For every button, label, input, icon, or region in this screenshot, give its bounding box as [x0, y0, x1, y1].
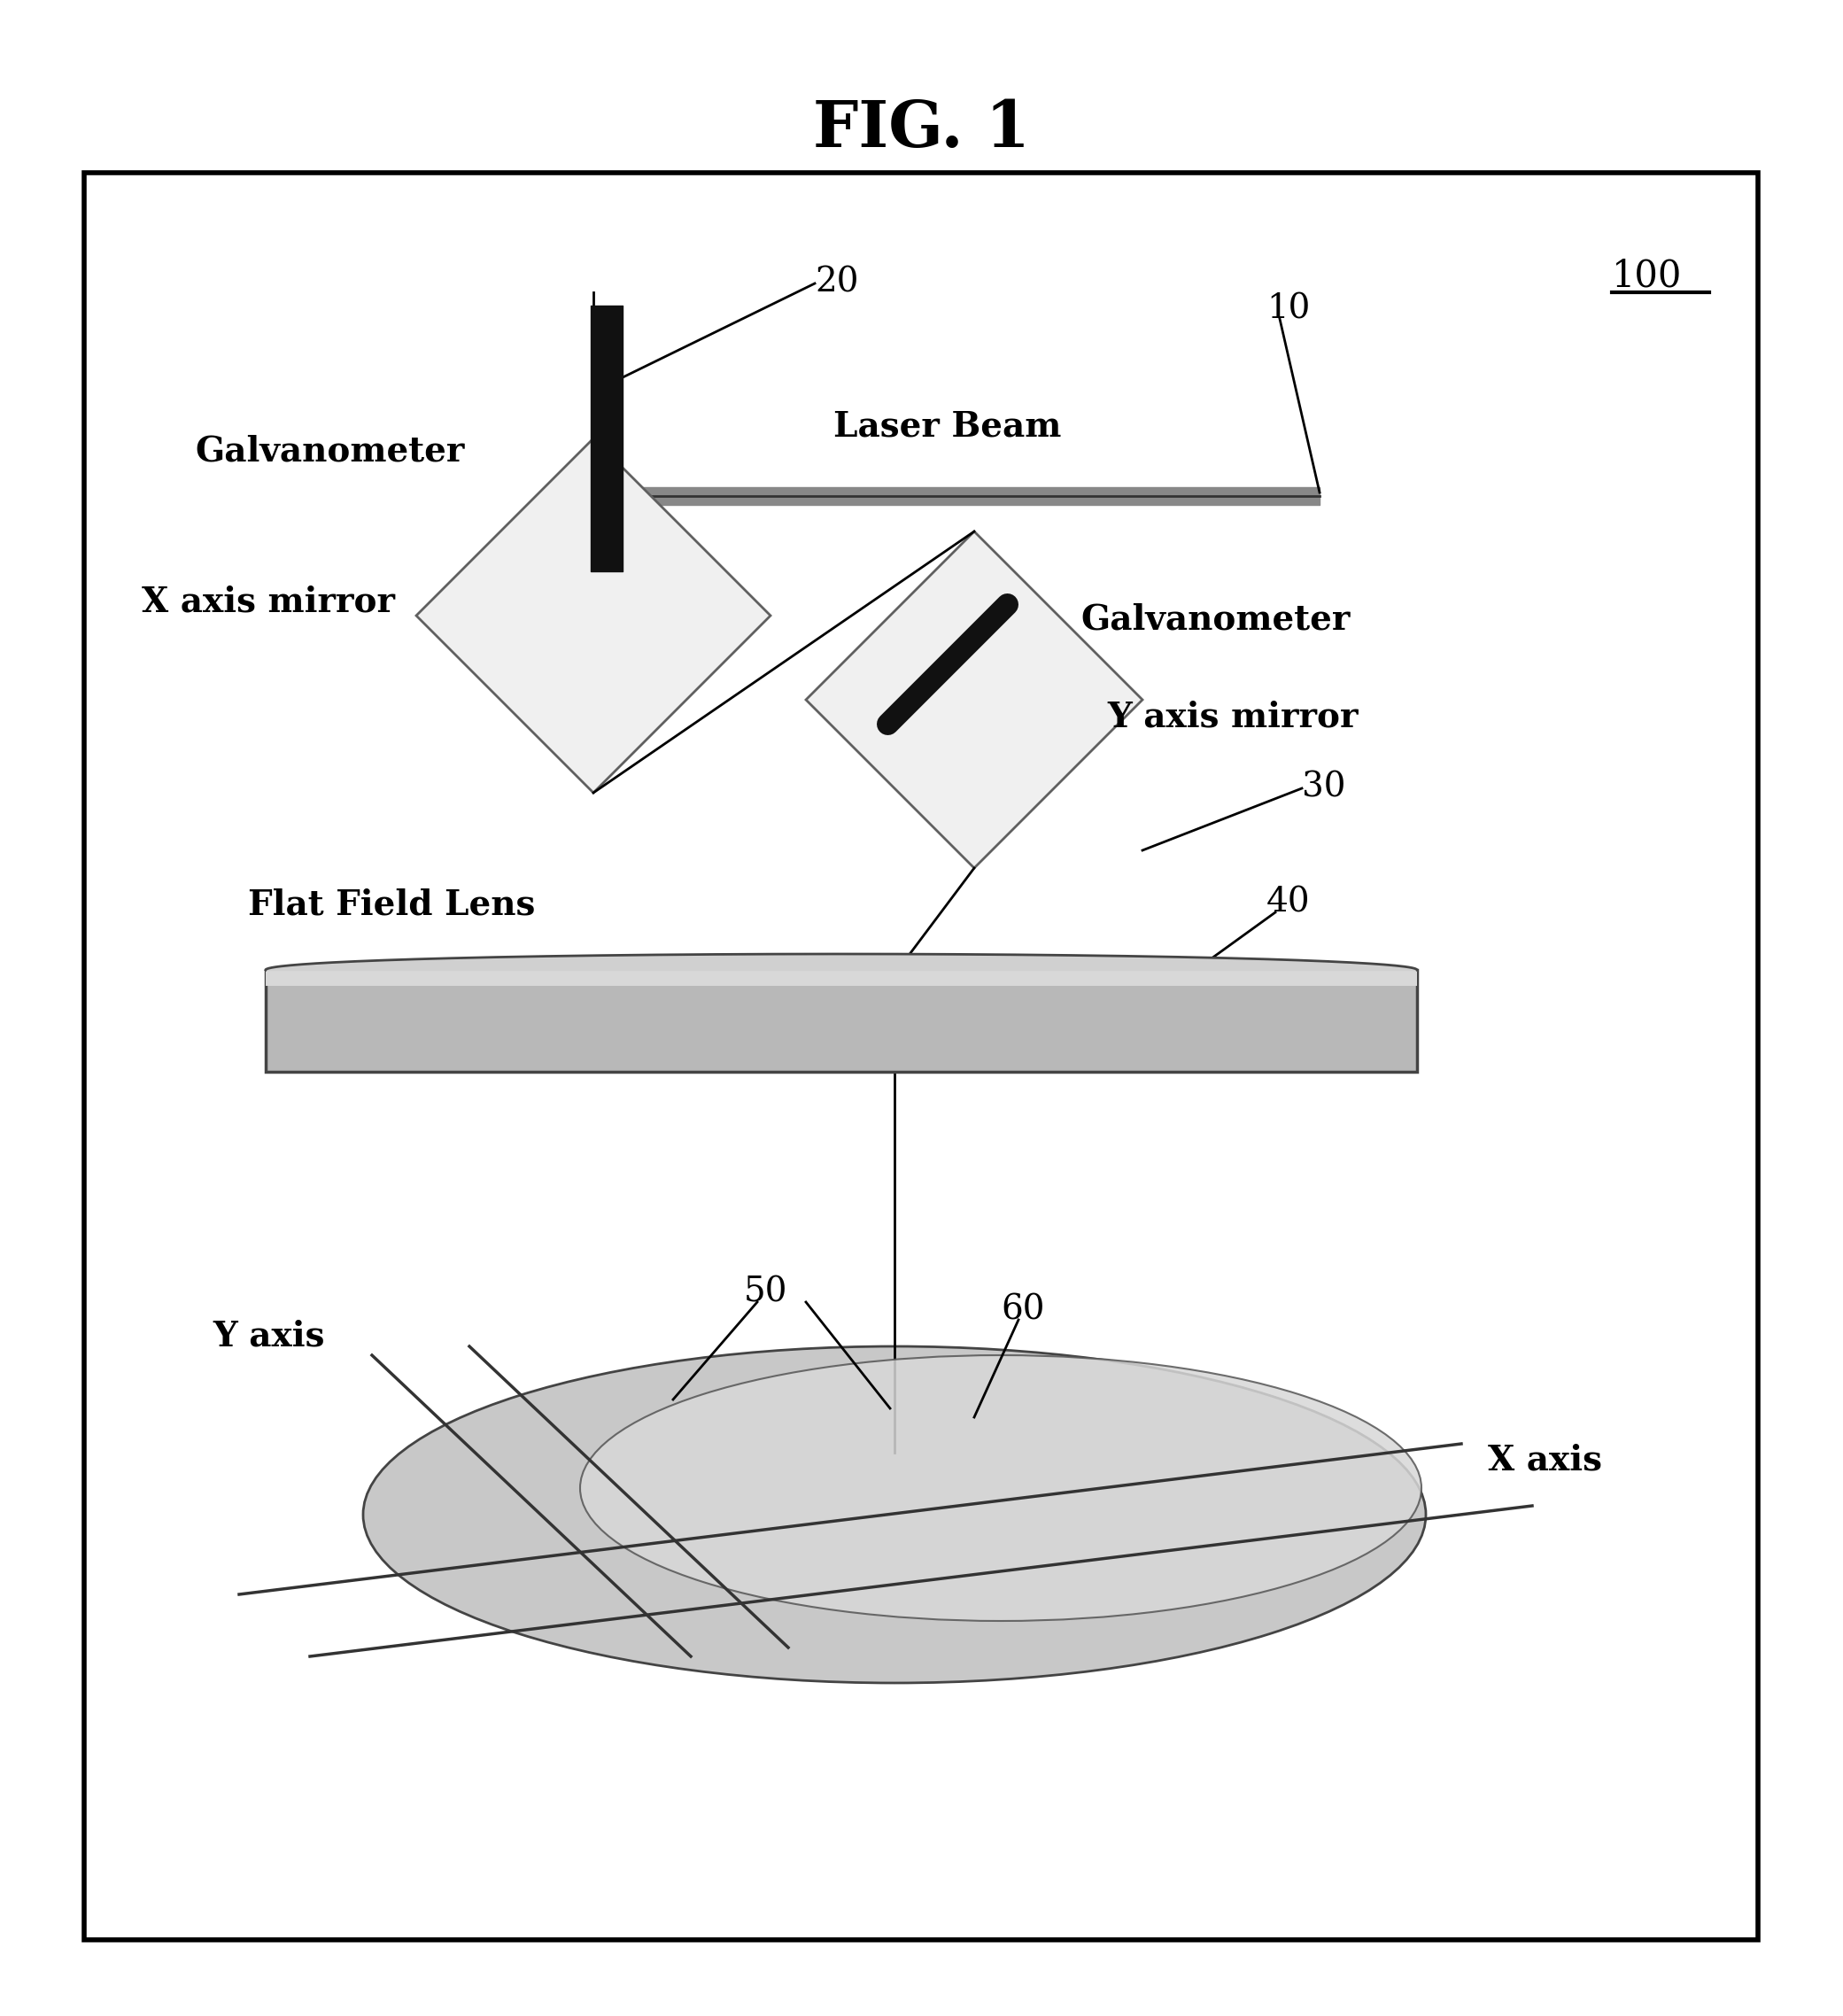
Bar [265, 970, 1417, 1073]
Text: Galvanometer: Galvanometer [195, 433, 464, 468]
Text: 40: 40 [1266, 885, 1310, 919]
Bar [265, 970, 1417, 986]
Ellipse shape [581, 1355, 1421, 1621]
Text: Laser Beam: Laser Beam [833, 409, 1062, 444]
Text: Flat Field Lens: Flat Field Lens [249, 887, 534, 921]
Text: 10: 10 [1266, 292, 1310, 325]
Bar [85, 173, 1758, 1939]
Text: Y axis mirror: Y axis mirror [1108, 700, 1358, 734]
Polygon shape [805, 532, 1143, 869]
Text: 100: 100 [1613, 256, 1683, 294]
Polygon shape [417, 437, 770, 792]
Text: Y axis: Y axis [212, 1320, 324, 1353]
Bar [265, 970, 1417, 1073]
Text: FIG. 1: FIG. 1 [813, 97, 1030, 161]
Text: 20: 20 [815, 266, 859, 298]
Text: 30: 30 [1301, 770, 1345, 804]
Text: Galvanometer: Galvanometer [1080, 603, 1351, 635]
Text: 50: 50 [745, 1276, 787, 1308]
Text: X axis: X axis [1487, 1443, 1602, 1478]
Text: 60: 60 [1001, 1292, 1045, 1327]
Text: X axis mirror: X axis mirror [142, 585, 394, 619]
Ellipse shape [363, 1347, 1426, 1683]
